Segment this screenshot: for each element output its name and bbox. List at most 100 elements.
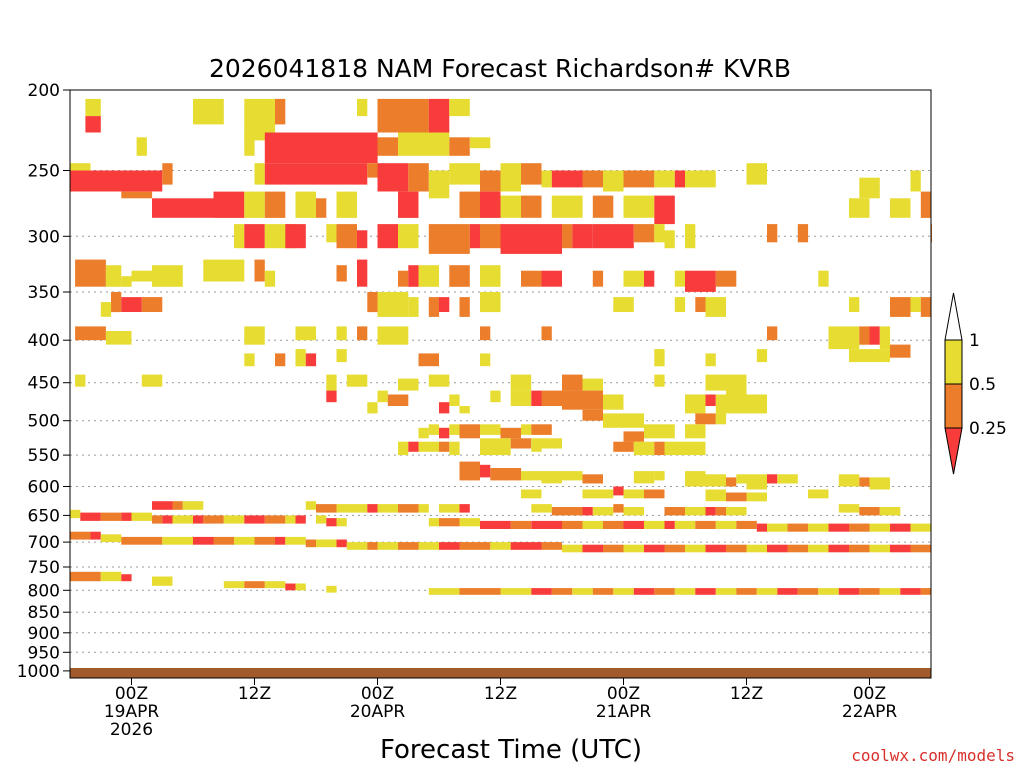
ri-cell-97 <box>480 265 501 287</box>
ri-cell-175 <box>705 394 716 406</box>
ri-cell-57 <box>849 198 870 218</box>
ri-cell-107 <box>111 292 122 313</box>
ri-cell-302 <box>767 523 788 532</box>
ri-cell-381 <box>859 588 880 595</box>
ri-cell-46 <box>316 198 327 218</box>
ri-cell-348 <box>849 544 870 553</box>
ri-cell-351 <box>910 544 931 553</box>
ri-cell-157 <box>428 374 450 387</box>
ri-cell-240 <box>152 501 173 510</box>
ri-cell-221 <box>685 471 706 487</box>
ri-cell-114 <box>428 297 440 317</box>
ri-cell-218 <box>582 474 603 484</box>
y-tick-label-550: 550 <box>28 446 60 466</box>
ri-cell-346 <box>808 544 829 553</box>
ri-cell-336 <box>603 544 624 553</box>
ri-cell-184 <box>695 413 716 425</box>
ri-cell-47 <box>336 191 357 218</box>
ri-cell-115 <box>439 297 450 312</box>
ri-cell-4 <box>275 98 286 125</box>
ri-cell-185 <box>715 413 727 425</box>
ri-cell-377 <box>777 588 798 595</box>
ri-cell-146 <box>336 349 347 363</box>
ri-cell-231 <box>521 489 542 499</box>
ri-cell-43 <box>244 191 265 218</box>
ri-cell-156 <box>398 378 419 391</box>
ri-cell-86 <box>131 270 152 282</box>
x-tick-label-1-0: 12Z <box>238 684 271 704</box>
ri-cell-306 <box>849 523 870 532</box>
y-tick-label-700: 700 <box>28 533 60 553</box>
ri-cell-339 <box>664 544 685 553</box>
ri-cell-253 <box>531 504 552 513</box>
ri-cell-331 <box>490 542 511 550</box>
ri-cell-234 <box>623 489 644 499</box>
y-tick-label-1000: 1000 <box>17 662 60 682</box>
credit-link[interactable]: coolwx.com/models <box>851 746 1015 765</box>
ri-cell-178 <box>367 402 378 414</box>
ri-cell-314 <box>162 536 194 545</box>
ri-cell-98 <box>521 270 542 287</box>
ground-bar <box>70 668 931 678</box>
legend-swatch-025-05 <box>944 383 963 429</box>
ri-cell-70 <box>469 224 481 249</box>
ri-cell-44 <box>264 191 286 218</box>
ri-cell-324 <box>346 542 368 550</box>
ri-cell-278 <box>244 515 265 524</box>
ri-cell-83 <box>75 259 106 287</box>
ri-cell-328 <box>418 542 439 550</box>
ri-cell-208 <box>633 441 655 456</box>
ri-cell-177 <box>746 394 767 414</box>
ri-cell-132 <box>377 326 409 345</box>
y-tick-label-800: 800 <box>28 581 60 601</box>
ri-cell-287 <box>459 518 480 527</box>
ri-cell-379 <box>818 588 839 595</box>
y-tick-label-500: 500 <box>28 412 60 432</box>
ri-cell-120 <box>695 297 706 312</box>
ri-cell-110 <box>100 302 112 317</box>
ri-cell-189 <box>449 424 460 435</box>
ri-cell-350 <box>890 544 911 553</box>
ri-cell-84 <box>105 265 122 287</box>
ri-cell-226 <box>767 474 778 484</box>
ri-cell-228 <box>838 474 860 487</box>
ri-cell-24 <box>428 170 450 199</box>
ri-cell-174 <box>685 394 706 414</box>
ri-cell-251 <box>439 504 460 513</box>
ri-cell-289 <box>510 520 532 529</box>
y-tick-label-200: 200 <box>28 81 60 101</box>
ri-cell-292 <box>582 520 603 529</box>
ri-cell-303 <box>787 523 808 532</box>
ri-cell-160 <box>582 378 603 391</box>
ri-cell-10 <box>377 137 398 156</box>
ri-cell-241 <box>172 501 183 510</box>
ri-cell-207 <box>613 441 634 452</box>
ri-cell-28 <box>521 163 542 185</box>
ri-cell-109 <box>141 297 163 312</box>
ri-cell-320 <box>285 536 306 545</box>
ri-cell-6 <box>377 98 429 133</box>
ri-cell-142 <box>244 353 255 367</box>
x-tick-label-6-1: 22APR <box>842 702 898 722</box>
ri-cell-63 <box>285 224 306 249</box>
ri-cell-330 <box>459 542 491 550</box>
ri-cell-161 <box>654 374 665 387</box>
ri-cell-182 <box>603 413 624 428</box>
ri-cell-103 <box>674 270 686 287</box>
ri-cell-195 <box>623 431 644 442</box>
ri-cell-21 <box>367 163 378 178</box>
ri-cell-194 <box>531 424 552 435</box>
ri-cell-26 <box>480 170 501 192</box>
ri-cell-224 <box>736 474 747 484</box>
ri-cell-15 <box>244 132 255 156</box>
ri-cell-295 <box>644 520 665 529</box>
y-tick-label-400: 400 <box>28 331 60 351</box>
ri-cell-193 <box>521 424 532 435</box>
ri-cell-316 <box>213 536 234 545</box>
ri-cell-150 <box>705 353 716 367</box>
ri-cell-108 <box>121 297 142 312</box>
ri-cell-242 <box>182 501 204 510</box>
ri-cell-259 <box>664 507 685 516</box>
ri-cell-52 <box>521 195 542 218</box>
